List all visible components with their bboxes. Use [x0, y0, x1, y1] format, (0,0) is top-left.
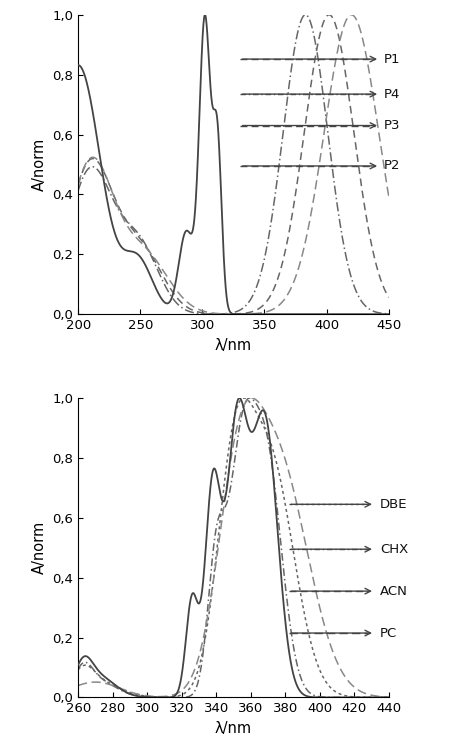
Y-axis label: A/norm: A/norm — [32, 138, 47, 191]
Text: ACN: ACN — [380, 584, 408, 598]
Text: PC: PC — [380, 627, 397, 640]
Text: P4: P4 — [384, 88, 400, 100]
Text: P1: P1 — [384, 52, 400, 66]
Y-axis label: A/norm: A/norm — [32, 521, 47, 574]
Text: CHX: CHX — [380, 542, 408, 556]
Text: P2: P2 — [384, 159, 400, 173]
Text: DBE: DBE — [380, 498, 408, 511]
X-axis label: λ/nm: λ/nm — [215, 337, 252, 353]
Text: P3: P3 — [384, 119, 400, 132]
X-axis label: λ/nm: λ/nm — [215, 721, 252, 736]
